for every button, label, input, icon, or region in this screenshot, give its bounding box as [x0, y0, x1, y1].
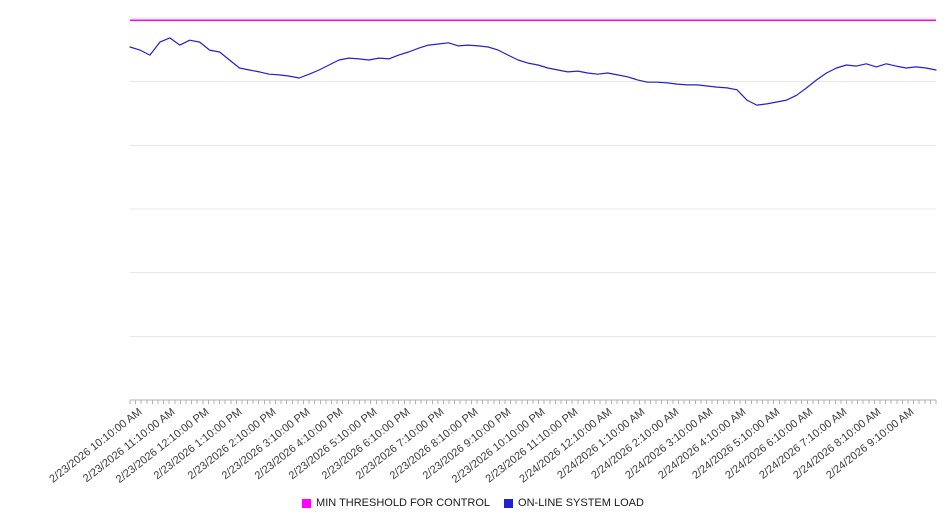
plot-area — [129, 17, 937, 404]
legend-label: ON-LINE SYSTEM LOAD — [518, 497, 644, 509]
legend-swatch-icon — [504, 498, 514, 508]
legend-item[interactable]: MIN THRESHOLD FOR CONTROL — [302, 497, 490, 509]
legend: MIN THRESHOLD FOR CONTROL ON-LINE SYSTEM … — [0, 497, 946, 509]
legend-label: MIN THRESHOLD FOR CONTROL — [316, 497, 491, 509]
load-line — [129, 37, 937, 106]
legend-item[interactable]: ON-LINE SYSTEM LOAD — [504, 497, 644, 509]
legend-swatch-icon — [302, 498, 312, 508]
